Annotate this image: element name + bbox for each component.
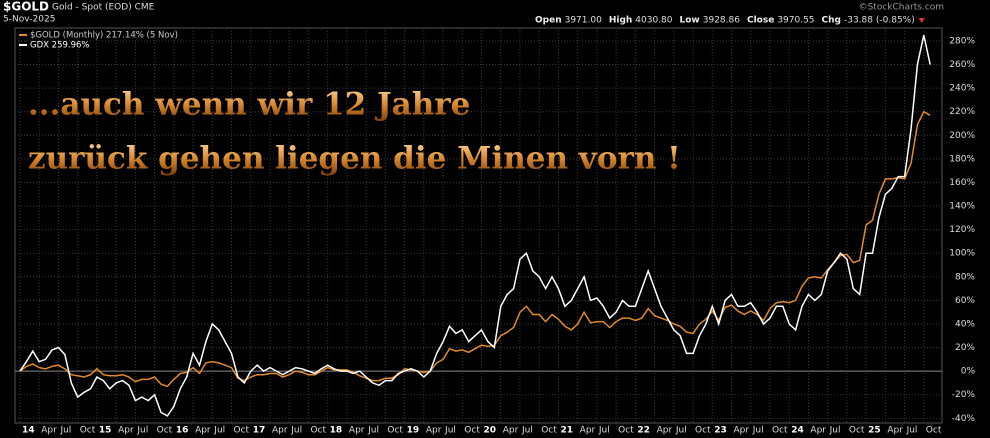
x-tick-label: Apr [195,426,211,436]
x-tick-label: 18 [330,426,343,436]
x-tick-label: Apr [41,426,57,436]
y-tick-label: 20% [955,343,975,353]
y-tick-label: 200% [949,131,975,141]
y-tick-label: 220% [949,107,975,117]
symbol: $GOLD [3,0,49,14]
quote-label: Low [680,16,700,26]
credit: ©StockCharts.com [859,3,944,13]
quote-label: Close [747,16,774,26]
y-tick-label: -40% [952,414,976,424]
x-tick-label: Apr [810,426,826,436]
x-tick-label: Apr [503,426,519,436]
x-tick-label: Jul [752,426,764,436]
x-tick-label: Jul [290,426,302,436]
x-tick-label: Oct [541,426,557,436]
x-tick-label: Apr [580,426,596,436]
x-tick-label: Oct [387,426,403,436]
x-tick-label: Oct [772,426,788,436]
x-tick-label: Jul [906,426,918,436]
x-tick-label: Jul [598,426,610,436]
x-tick-label: Jul [367,426,379,436]
x-tick-label: Jul [521,426,533,436]
x-tick-label: 17 [253,426,266,436]
x-tick-label: 25 [868,426,881,436]
x-tick-label: 22 [637,426,650,436]
y-tick-label: 280% [949,36,975,46]
series-line [19,34,931,417]
x-tick-label: Oct [234,426,250,436]
plot-area: -40% -20% 0% 20% 40% 60% 80% 100% 120% 140% 160% 18… [14,27,976,436]
quote-value: 3928.86 [703,16,740,26]
date: 5-Nov-2025 [3,15,55,25]
x-tick-label: Jul [213,426,225,436]
description: Gold - Spot (EOD) CME [52,3,155,13]
x-tick-label: 15 [99,426,112,436]
x-tick-label: Apr [272,426,288,436]
x-tick-label: 14 [22,426,35,436]
x-tick-label: 20 [484,426,497,436]
x-tick-label: Oct [464,426,480,436]
y-tick-label: 60% [955,296,975,306]
y-tick-label: -20% [952,390,976,400]
change-arrow [918,18,925,23]
quote-value: 3971.00 [565,16,602,26]
y-tick-label: 180% [949,154,975,164]
y-tick-label: 0% [961,367,976,377]
y-tick-label: 260% [949,60,975,70]
x-tick-label: Oct [695,426,711,436]
x-tick-label: Oct [618,426,634,436]
x-tick-label: Jul [675,426,687,436]
y-tick-label: 80% [955,272,975,282]
y-tick-label: 100% [949,249,975,259]
quote-label: Open [535,16,562,26]
x-tick-label: Apr [118,426,134,436]
x-tick-label: Oct [926,426,942,436]
x-tick-label: Jul [136,426,148,436]
quote-value: 4030.80 [635,16,672,26]
x-tick-label: Apr [349,426,365,436]
quote-label: High [609,16,632,26]
x-tick-label: Oct [80,426,96,436]
plot-frame [14,27,943,424]
x-tick-label: Apr [887,426,903,436]
x-tick-label: Oct [157,426,173,436]
x-tick-label: Apr [426,426,442,436]
quote-value: -33.88 (-0.85%) [844,16,915,26]
legend-label: $GOLD (Monthly) 217.14% (5 Nov) [30,31,178,41]
x-tick-label: Jul [444,426,456,436]
x-tick-label: Jul [59,426,71,436]
legend-label: GDX 259.96% [30,41,89,51]
y-tick-label: 120% [949,225,975,235]
x-tick-label: Apr [657,426,673,436]
x-tick-label: Jul [829,426,841,436]
x-tick-label: Apr [734,426,750,436]
y-tick-label: 140% [949,202,975,212]
x-tick-label: Oct [849,426,865,436]
x-tick-label: 21 [560,426,573,436]
y-tick-label: 40% [955,319,975,329]
quote-label: Chg [822,16,841,26]
y-tick-label: 240% [949,84,975,94]
x-tick-label: 16 [176,426,189,436]
quote: Open 3971.00 High 4030.80 Low 3928.86 Close 397… [535,16,925,26]
x-tick-label: 24 [791,426,804,436]
annotation: zurück gehen liegen die Minen vorn ! [28,141,681,177]
series-line [19,110,931,388]
x-tick-label: Oct [310,426,326,436]
annotation: ...auch wenn wir 12 Jahre [28,87,470,123]
y-tick-label: 160% [949,178,975,188]
x-tick-label: 19 [407,426,420,436]
x-tick-label: 23 [714,426,727,436]
quote-value: 3970.55 [777,16,814,26]
